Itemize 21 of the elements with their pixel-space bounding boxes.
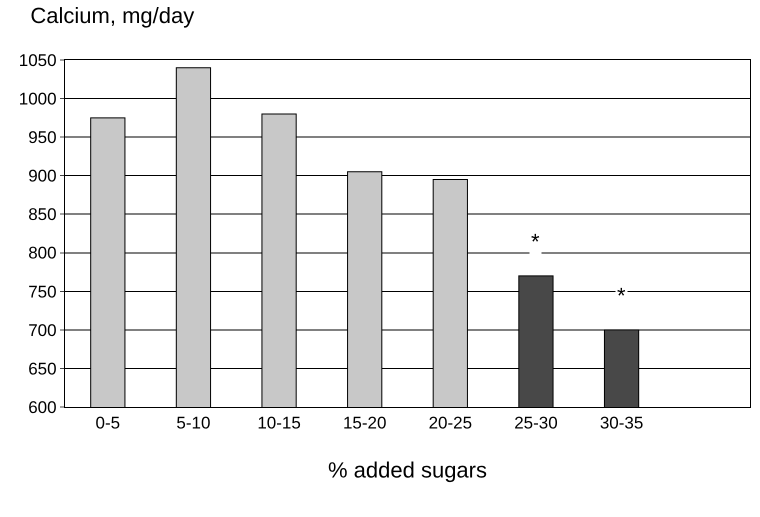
x-tick-label: 15-20 — [342, 413, 386, 432]
annotation: * — [617, 283, 626, 308]
x-tick-label: 5-10 — [176, 413, 210, 432]
annotation: * — [531, 229, 540, 254]
y-tick-label: 700 — [28, 320, 57, 340]
y-tick-label: 650 — [28, 359, 57, 378]
x-tick-label: 20-25 — [428, 413, 472, 432]
y-tick-label: 750 — [28, 282, 57, 302]
y-tick-label: 1000 — [18, 90, 57, 109]
x-tick-label: 25-30 — [514, 413, 558, 432]
y-tick-label: 600 — [28, 398, 57, 417]
y-tick-label: 950 — [28, 128, 57, 148]
x-tick-label: 0-5 — [96, 413, 120, 432]
y-tick-label: 850 — [28, 205, 57, 224]
y-tick-label: 800 — [28, 244, 57, 263]
x-axis-title: % added sugars — [328, 457, 487, 482]
x-tick-label: 10-15 — [257, 413, 301, 432]
y-tick-label: 1050 — [18, 50, 57, 70]
y-tick-label: 900 — [28, 166, 57, 186]
chart-title: Calcium, mg/day — [30, 3, 194, 28]
x-tick-label: 30-35 — [600, 413, 644, 432]
